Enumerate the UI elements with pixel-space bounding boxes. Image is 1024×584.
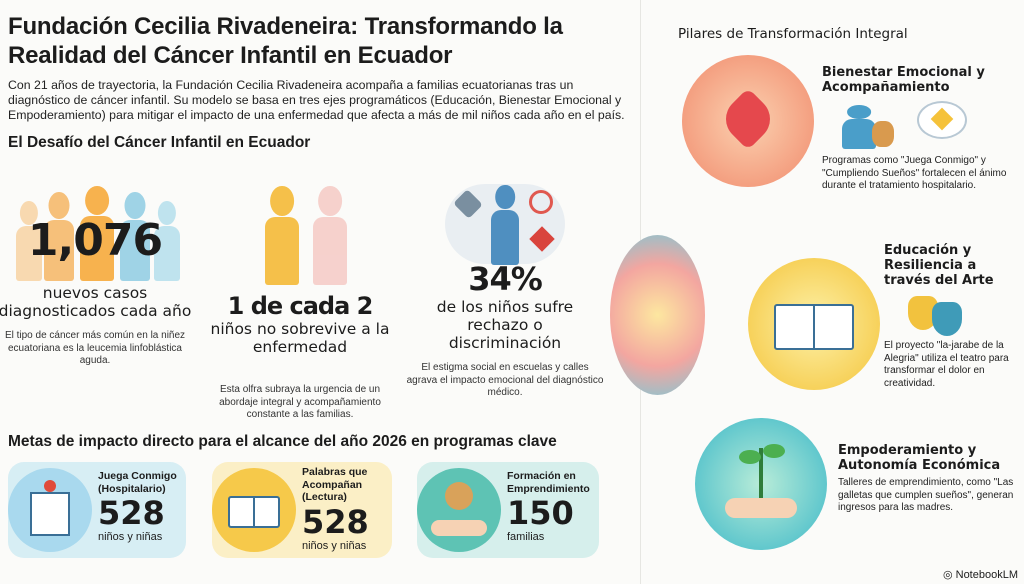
stat-value: 1 de cada 2 (227, 292, 374, 320)
child-teddy-icon (822, 99, 1012, 151)
notebooklm-logo: ◎ NotebookLM (943, 568, 1018, 581)
goal-unit: familias (507, 531, 545, 543)
stat-survival: 1 de cada 2 niños no sobrevive a la enfe… (200, 292, 400, 422)
pillar-bienestar: Bienestar Emocional y Acompañamiento Pro… (822, 65, 1012, 193)
goal-unit: niños y niñas (302, 539, 367, 552)
pillar-desc: El proyecto "la-jarabe de la Alegria" ut… (884, 340, 1009, 389)
stat-cases: 1,076 nuevos casos diagnosticados cada a… (0, 215, 195, 368)
heart-hands-icon (682, 55, 814, 187)
intro-text: Con 21 años de trayectoria, la Fundación… (8, 78, 625, 122)
goals-heading: Metas de impacto directo para el alcance… (8, 433, 557, 450)
goal-title: Juega Conmigo (Hospitalario) (98, 470, 177, 495)
stat-label: de los niños sufre rechazo o discriminac… (436, 298, 574, 352)
pillar-title: Empoderamiento y Autonomía Económica (838, 443, 1001, 473)
pillars-heading: Pilares de Transformación Integral (678, 26, 908, 42)
page-title: Fundación Cecilia Rivadeneira: Transform… (8, 13, 563, 69)
music-book-icon (212, 468, 296, 552)
goal-value: 528 (98, 494, 165, 532)
hospital-icon (8, 468, 92, 552)
goal-value: 150 (507, 494, 574, 532)
rejected-child-icon (445, 180, 565, 265)
pillar-title: Bienestar Emocional y Acompañamiento (822, 65, 985, 95)
goal-title: Formación en Emprendimiento (507, 470, 590, 495)
stat-label: nuevos casos diagnosticados cada año (0, 284, 192, 320)
goal-unit: niños y niñas (98, 531, 163, 543)
cookie-hand-icon (417, 468, 501, 552)
two-children-icon (255, 185, 355, 285)
pillar-desc: Programas como "Juega Conmigo" y "Cumpli… (822, 155, 1007, 191)
goal-title: Palabras que Acompañan (Lectura) (302, 466, 368, 503)
goal-card-emprendimiento: Formación en Emprendimiento 150 familias (417, 462, 599, 558)
sprout-hand-icon (695, 418, 827, 550)
theater-masks-icon (884, 292, 1019, 336)
pillar-desc: Talleres de emprendimiento, como "Las ga… (838, 477, 1014, 513)
notebooklm-icon: ◎ (942, 569, 956, 581)
people-crowd-icon (12, 196, 188, 281)
book-brush-icon (748, 258, 880, 390)
goal-value: 528 (302, 502, 369, 541)
stat-desc: El tipo de cáncer más común en la niñez … (4, 330, 186, 366)
stat-label: niños no sobrevive a la enfermedad (210, 320, 390, 356)
challenge-heading: El Desafío del Cáncer Infantil en Ecuado… (8, 134, 311, 151)
pillar-empoderamiento: Empoderamiento y Autonomía Económica Tal… (838, 443, 1018, 515)
stat-discrimination: 34% de los niños sufre rechazo o discrim… (405, 260, 605, 400)
stat-value: 34% (468, 260, 543, 298)
lotus-icon (610, 235, 705, 395)
pillar-educacion: Educación y Resiliencia a través del Art… (884, 243, 1019, 390)
stat-desc: El estigma social en escuelas y calles a… (406, 362, 604, 398)
goal-card-juega-conmigo: Juega Conmigo (Hospitalario) 528 niños y n… (8, 462, 186, 558)
stat-desc: Esta olfra subraya la urgencia de un abo… (219, 384, 381, 420)
header-block: Fundación Cecilia Rivadeneira: Transform… (8, 12, 633, 152)
goal-card-palabras: Palabras que Acompañan (Lectura) 528 niños… (212, 462, 392, 558)
brand-label: NotebookLM (955, 569, 1018, 581)
stat-value: 1,076 (27, 215, 163, 266)
pillar-title: Educación y Resiliencia a través del Art… (884, 243, 994, 288)
